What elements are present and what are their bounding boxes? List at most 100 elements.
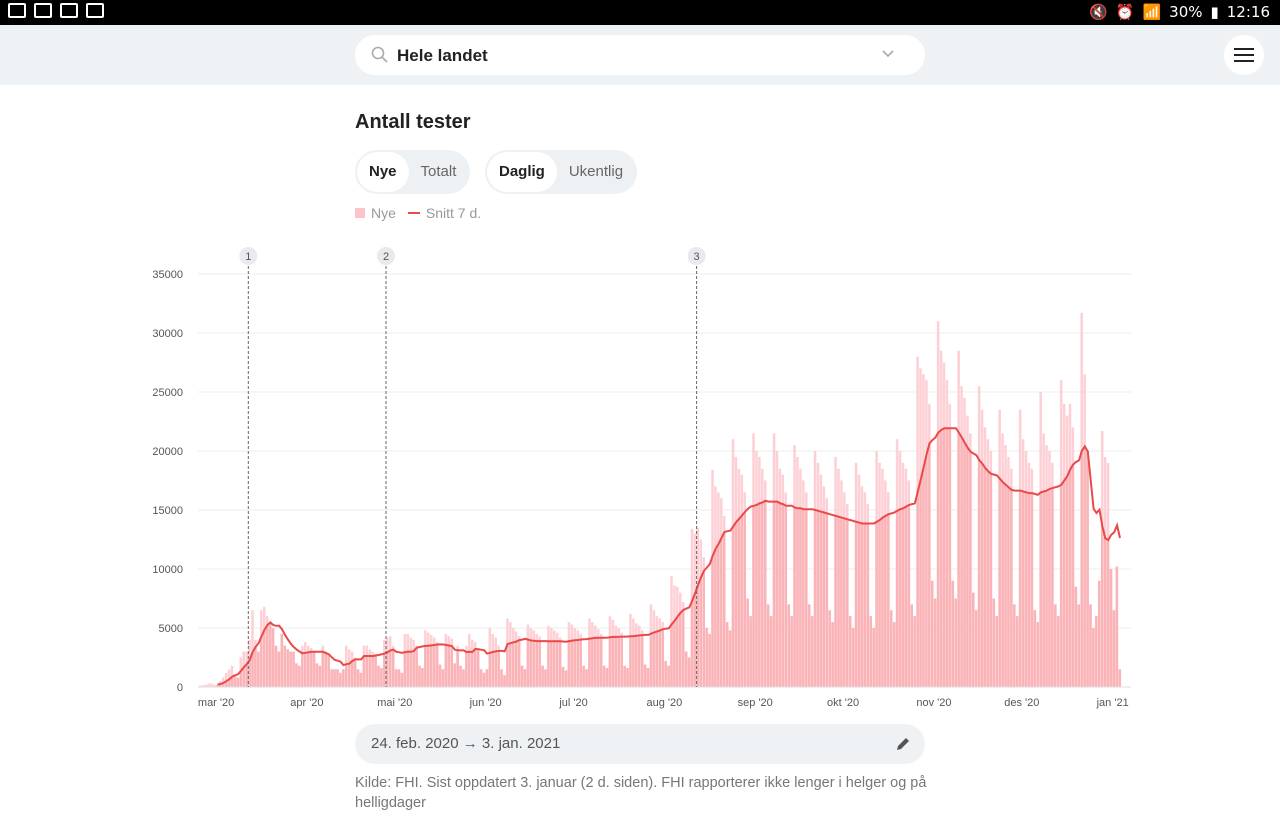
bar-under-average [761,502,764,687]
bar-under-average [432,645,436,687]
header: Hele landet [0,25,1280,85]
bar-under-average [793,507,796,687]
bar-under-average [626,668,629,687]
bar-under-average [898,509,902,687]
region-select[interactable]: Hele landet [355,35,925,75]
event-marker-label: 1 [245,251,251,263]
x-tick-label: jan '21 [1096,697,1129,709]
bar-under-average [617,636,621,687]
bar-under-average [828,610,831,687]
date-range-field[interactable]: 24. feb. 2020 → 3. jan. 2021 [355,724,925,764]
bar-under-average [585,669,588,687]
bar-under-average [977,460,981,687]
bar-under-average [365,655,369,687]
bar-under-average [696,584,700,687]
bar-under-average [526,639,530,687]
bar-under-average [652,632,656,687]
bar-under-average [465,652,468,687]
event-marker-label: 3 [694,251,700,263]
bar-under-average [1015,616,1019,687]
bar-under-average [1021,491,1025,687]
bar [213,684,216,687]
bar-under-average [1095,616,1098,687]
bar-under-average [582,665,585,687]
bar-under-average [503,675,506,687]
bar-under-average [717,543,720,687]
bar-under-average [884,515,887,687]
bar-under-average [1092,628,1095,687]
bar-under-average [635,635,638,687]
bar-under-average [831,622,834,687]
bar-under-average [623,665,626,687]
bar-under-average [555,641,559,687]
bar-under-average [391,649,395,687]
bar-under-average [632,636,635,687]
bar-under-average [910,604,914,687]
bar-under-average [427,645,430,687]
bar-under-average [491,651,495,687]
tab-totalt[interactable]: Totalt [420,163,457,180]
bar-under-average [931,580,934,687]
date-range-text: 24. feb. 2020 → 3. jan. 2021 [371,735,561,752]
bar-under-average [913,616,916,687]
bar-under-average [1018,490,1022,687]
bar-under-average [655,631,659,687]
bar-under-average [939,429,943,687]
bar-under-average [257,651,260,687]
bar-under-average [925,454,928,687]
bar-under-average [1071,464,1075,687]
bar-under-average [1065,476,1069,687]
tab-nye[interactable]: Nye [357,152,409,192]
bar-under-average [775,501,779,687]
bar-under-average [295,663,298,687]
bar-under-average [843,518,846,687]
bar-under-average [219,683,222,687]
pencil-icon[interactable] [895,736,911,752]
menu-button[interactable] [1224,35,1264,75]
bar-under-average [995,616,998,687]
bar-under-average [541,665,544,687]
bar-under-average [561,666,565,687]
mute-icon: 🔇 [1089,3,1108,21]
page-title: Antall tester [355,111,471,133]
bar-under-average [594,637,597,687]
bar-under-average [945,428,949,687]
bar-under-average [447,645,451,687]
average-line [217,427,1121,686]
bar-under-average [731,526,735,687]
bar-under-average [1118,669,1122,687]
bar-under-average [851,628,855,687]
bar-under-average [482,672,486,687]
bar-under-average [790,616,793,687]
bar-under-average [866,523,870,687]
y-tick-label: 5000 [159,623,183,635]
bar-under-average [942,428,946,687]
bar-under-average [368,655,371,687]
bar-under-average [992,598,996,687]
bar-under-average [1074,586,1078,687]
bar-under-average [1059,484,1063,687]
tab-daglig[interactable]: Daglig [487,152,557,192]
bar-under-average [353,659,357,687]
search-icon [371,46,388,63]
bar-under-average [301,653,304,687]
bar-under-average [848,616,852,687]
mode-toggle: Nye Totalt [355,150,471,194]
bar-under-average [720,537,723,687]
bar-under-average [468,651,471,687]
bar-under-average [1080,450,1083,687]
tab-ukentlig[interactable]: Ukentlig [568,163,624,180]
bar-under-average [974,610,978,687]
bar-under-average [895,510,899,687]
bar-under-average [388,650,392,687]
bar-under-average [752,505,755,687]
bar-under-average [1042,491,1045,687]
x-tick-label: jun '20 [469,697,502,709]
bar-under-average [274,645,278,687]
bar-under-average [303,652,307,687]
mail-icon [86,3,104,18]
alarm-icon: ⏰ [1115,3,1135,21]
bar-under-average [520,665,524,687]
bar-under-average [356,669,360,687]
bar-under-average [424,645,427,687]
